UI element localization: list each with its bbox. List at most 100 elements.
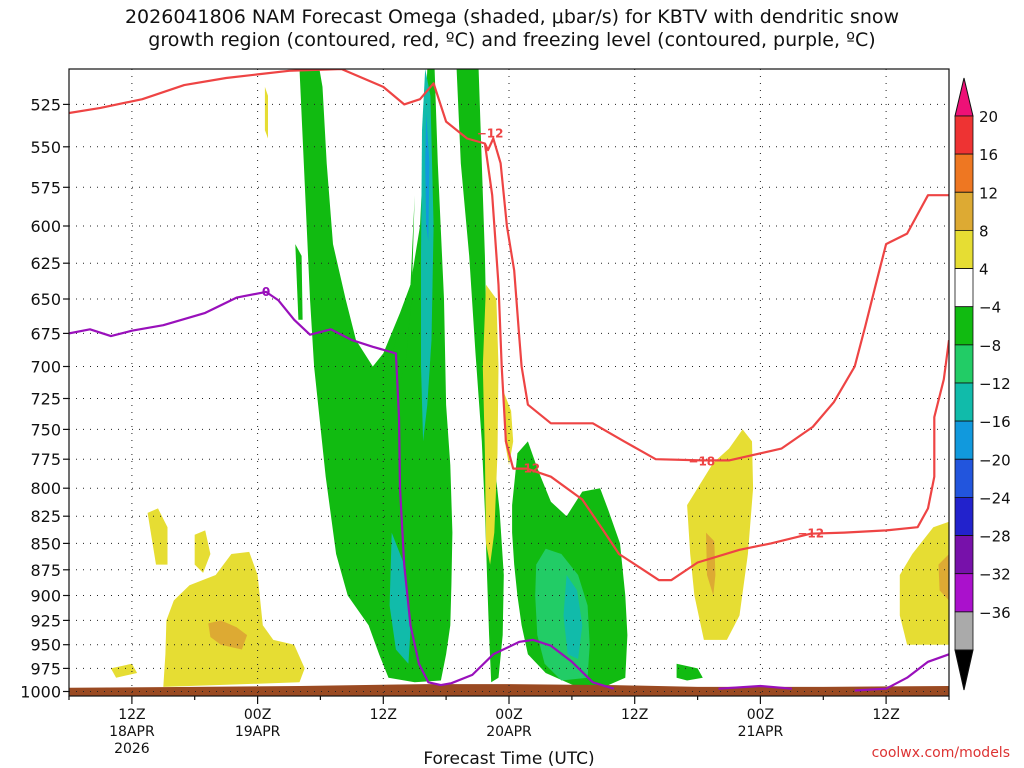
y-tick-label-5: 650 <box>30 290 61 309</box>
y-tick-label-13: 850 <box>30 534 61 553</box>
y-tick-label-18: 975 <box>30 659 61 678</box>
y-tick-label-7: 700 <box>30 358 61 377</box>
colorbar-segment-10 <box>954 496 974 536</box>
x-tick-label-2: 12Z <box>370 707 397 723</box>
freezing-level-line-3 <box>718 684 792 690</box>
isotherm-line-0 <box>69 69 949 462</box>
x-axis-label: Forecast Time (UTC) <box>423 749 594 768</box>
colorbar-label-4: 4 <box>979 261 989 279</box>
contour-label-4: −12 <box>797 527 824 541</box>
colorbar: 20 16 12 8 4 −4 −8 −12 −16 −20 −24 −28 −32 −36 <box>954 77 1011 691</box>
x-tick-label-4: 12Z <box>621 707 648 723</box>
omega-region-21 <box>676 663 703 681</box>
colorbar-label-12: −32 <box>979 566 1011 584</box>
y-tick-label-15: 900 <box>30 587 61 606</box>
y-axis: 525 550 575 600 625 650 675 700 725 750 775 800 825 8… <box>20 95 69 702</box>
x-tick-label-3: 00Z <box>495 707 522 723</box>
colorbar-segment-3 <box>954 229 974 269</box>
colorbar-label-11: −28 <box>979 528 1011 546</box>
omega-region-13 <box>110 663 138 678</box>
y-tick-label-11: 800 <box>30 479 61 498</box>
y-tick-label-10: 775 <box>30 450 61 469</box>
colorbar-segment-7 <box>954 382 974 422</box>
y-tick-label-16: 925 <box>30 611 61 630</box>
omega-region-10 <box>208 620 248 650</box>
y-tick-label-14: 875 <box>30 561 61 580</box>
omega-region-12 <box>194 530 211 573</box>
x-tick-date-0: 18APR <box>109 724 155 740</box>
omega-region-19 <box>503 392 514 466</box>
omega-region-16 <box>899 521 949 645</box>
x-tick-label-6: 12Z <box>872 707 899 723</box>
colorbar-segment-0 <box>954 115 974 155</box>
title-line-1: 2026041806 NAM Forecast Omega (shaded, μ… <box>124 6 900 28</box>
colorbar-label-7: −12 <box>979 375 1011 393</box>
y-tick-label-9: 750 <box>30 420 61 439</box>
title-line-2: growth region (contoured, red, ºC) and f… <box>148 29 876 51</box>
contour-labels: 0 −12 −12 −18 −12 <box>262 126 824 540</box>
x-tick-date-5: 21APR <box>738 724 784 740</box>
freezing-level-line-4 <box>854 653 949 692</box>
omega-shading <box>110 69 949 690</box>
y-tick-label-2: 575 <box>30 178 61 197</box>
y-tick-label-0: 525 <box>30 95 61 114</box>
colorbar-label-1: 16 <box>979 146 998 164</box>
omega-region-0 <box>299 69 453 683</box>
omega-region-8 <box>389 195 415 393</box>
colorbar-label-9: −20 <box>979 451 1011 469</box>
isotherm-line-1 <box>483 143 949 582</box>
omega-region-17 <box>938 554 949 601</box>
omega-region-18 <box>482 284 499 565</box>
colorbar-label-5: −4 <box>979 299 1001 317</box>
y-tick-label-17: 950 <box>30 636 61 655</box>
x-tick-year-0: 2026 <box>114 741 150 757</box>
credit-text: coolwx.com/models <box>871 745 1010 761</box>
contour-label-3: −18 <box>688 455 715 469</box>
y-tick-label-3: 600 <box>30 217 61 236</box>
y-tick-label-4: 625 <box>30 254 61 273</box>
colorbar-label-0: 20 <box>979 108 998 126</box>
colorbar-segment-11 <box>954 535 974 575</box>
colorbar-segment-5 <box>954 306 974 346</box>
x-tick-label-1: 00Z <box>244 707 271 723</box>
x-tick-date-3: 20APR <box>486 724 532 740</box>
omega-region-7 <box>425 113 430 242</box>
colorbar-top-arrow <box>954 77 974 117</box>
y-tick-label-8: 725 <box>30 390 61 409</box>
omega-region-14 <box>687 429 754 640</box>
colorbar-segment-1 <box>954 153 974 193</box>
omega-region-15 <box>706 532 716 596</box>
colorbar-label-8: −16 <box>979 413 1011 431</box>
colorbar-bottom-arrow <box>954 649 974 691</box>
freezing-level-line-2 <box>69 290 615 690</box>
omega-region-9 <box>163 551 305 687</box>
colorbar-segment-9 <box>954 458 974 498</box>
colorbar-label-6: −8 <box>979 337 1001 355</box>
omega-region-11 <box>147 508 168 565</box>
y-tick-label-6: 675 <box>30 324 61 343</box>
colorbar-segment-2 <box>954 191 974 231</box>
x-tick-date-1: 19APR <box>235 724 281 740</box>
contour-label-1: −12 <box>477 126 504 140</box>
y-tick-label-12: 825 <box>30 507 61 526</box>
colorbar-label-3: 8 <box>979 222 989 240</box>
x-tick-label-5: 00Z <box>747 707 774 723</box>
colorbar-segment-6 <box>954 344 974 384</box>
chart-title: 2026041806 NAM Forecast Omega (shaded, μ… <box>0 6 1024 52</box>
colorbar-segment-13 <box>954 611 974 651</box>
x-tick-label-0: 12Z <box>118 707 145 723</box>
omega-region-22 <box>295 244 303 320</box>
colorbar-label-13: −36 <box>979 604 1011 622</box>
colorbar-segment-12 <box>954 573 974 613</box>
colorbar-segment-8 <box>954 420 974 460</box>
contour-label-0: 0 <box>262 285 270 299</box>
omega-region-4 <box>563 575 583 659</box>
y-tick-label-19: 1000 <box>20 683 61 702</box>
contour-lines <box>69 69 949 692</box>
omega-region-20 <box>264 86 268 139</box>
contour-label-2: −12 <box>513 462 540 476</box>
y-tick-label-1: 550 <box>30 138 61 157</box>
colorbar-segment-4 <box>954 268 974 308</box>
